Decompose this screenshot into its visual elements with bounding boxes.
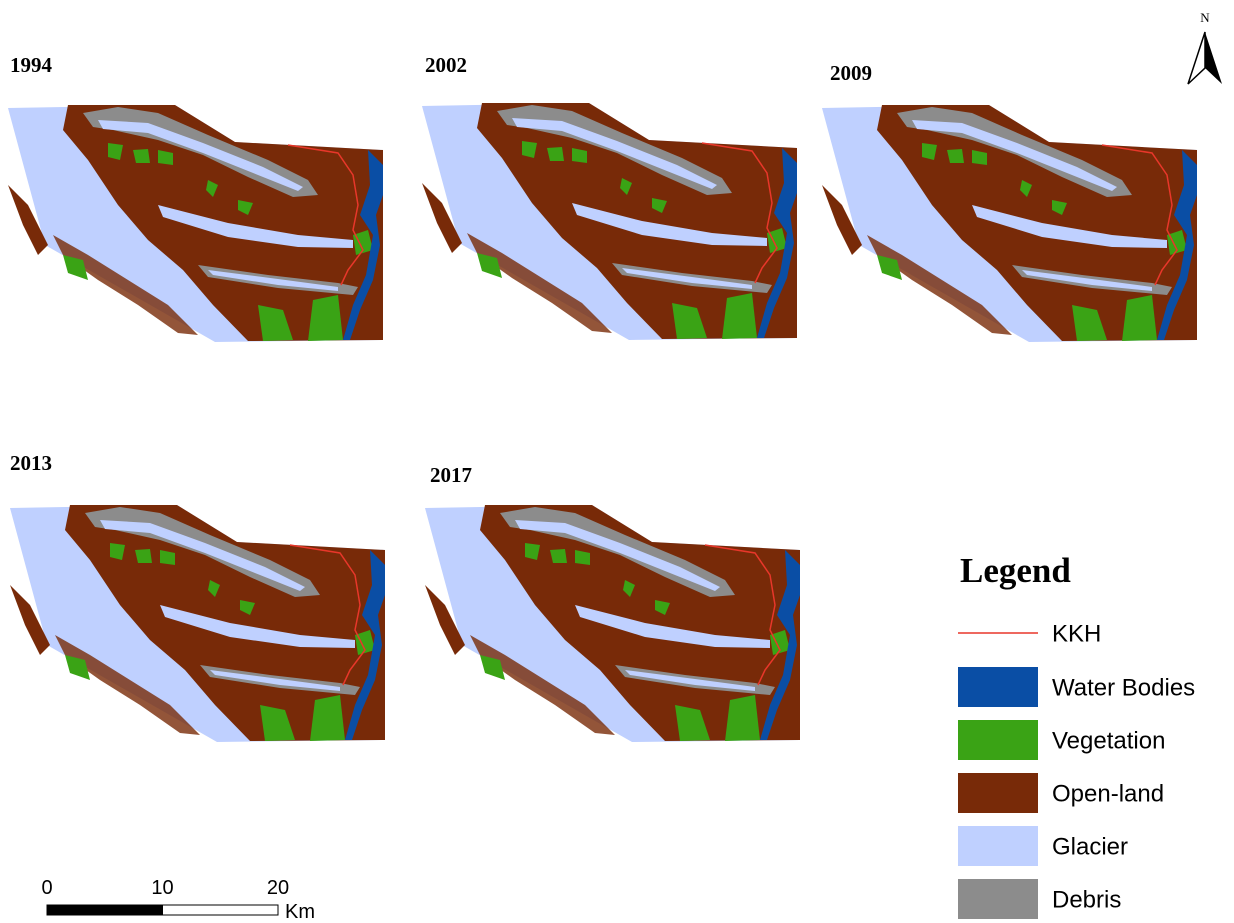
- map-panel: [425, 505, 800, 742]
- scale-tick-label: 0: [41, 877, 52, 899]
- north-arrow: [1188, 32, 1205, 84]
- legend-swatch: [958, 773, 1038, 813]
- legend-swatch: [958, 720, 1038, 760]
- scale-unit: Km: [285, 901, 315, 923]
- legend-label: Vegetation: [1052, 727, 1165, 754]
- north-label: N: [1200, 10, 1210, 25]
- legend-label: Open-land: [1052, 780, 1164, 807]
- figure: N 1994 2002 2009 2013 2017 Legend KKH Water B…: [0, 0, 1234, 923]
- legend-swatch: [958, 879, 1038, 919]
- year-label: 2017: [430, 463, 472, 487]
- legend-label: Glacier: [1052, 833, 1128, 860]
- map-panel: [8, 105, 383, 342]
- body: N 1994 2002 2009 2013 2017 Legend KKH Water B…: [0, 0, 1234, 923]
- legend-label: Debris: [1052, 886, 1121, 913]
- year-label: 2002: [425, 53, 467, 77]
- scale-tick-label: 10: [151, 877, 173, 899]
- year-label: 2013: [10, 451, 52, 475]
- legend-swatch: [958, 826, 1038, 866]
- panels: 1994 2002 2009 2013 2017: [8, 53, 1197, 742]
- page: Land cover maps {"north": "N", "panels":…: [0, 0, 1234, 923]
- scale-segment: [163, 905, 279, 915]
- scale-tick-label: 20: [267, 877, 289, 899]
- legend-swatch: [958, 667, 1038, 707]
- legend-title: Legend: [960, 551, 1071, 590]
- north-arrow: [1205, 32, 1222, 84]
- year-label: 2009: [830, 61, 872, 85]
- legend-label: KKH: [1052, 620, 1101, 647]
- year-label: 1994: [10, 53, 53, 77]
- map-panel: [10, 505, 385, 742]
- map-panel: [422, 103, 797, 340]
- scale-segment: [47, 905, 163, 915]
- map-panel: [822, 105, 1197, 342]
- legend: KKH Water Bodies Vegetation Open-land Glacie…: [958, 620, 1195, 919]
- legend-label: Water Bodies: [1052, 674, 1195, 701]
